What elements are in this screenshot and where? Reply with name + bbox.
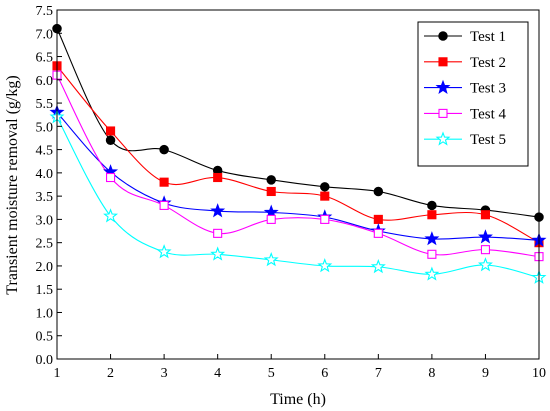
legend-box xyxy=(417,21,529,167)
data-point-test-2 xyxy=(266,186,276,197)
data-point-test-1 xyxy=(266,175,276,185)
data-point-test-3 xyxy=(477,229,493,244)
x-tick-label: 8 xyxy=(428,366,435,381)
x-tick-label: 2 xyxy=(107,366,114,381)
y-tick-label: 4.5 xyxy=(36,144,54,159)
legend-marker-test-5 xyxy=(435,131,451,146)
series-line-test-2 xyxy=(56,65,540,244)
plot-lines-layer xyxy=(56,28,540,279)
y-tick-label: 5.5 xyxy=(36,97,54,112)
data-point-test-4 xyxy=(213,228,223,238)
x-tick-label: 4 xyxy=(214,366,221,381)
data-point-test-1 xyxy=(373,186,384,197)
legend: Test 1 Test 2 Test 3 Test 4 Test 5 xyxy=(417,21,529,167)
data-point-test-5 xyxy=(370,258,386,274)
data-point-test-2 xyxy=(480,210,490,220)
data-point-test-3 xyxy=(424,231,440,246)
data-point-test-1 xyxy=(159,144,169,155)
series-line-test-3 xyxy=(56,112,540,241)
data-point-test-5 xyxy=(424,266,440,281)
x-tick-label: 9 xyxy=(482,366,489,381)
y-axis-title: Transient moisture removal (g/kg) xyxy=(4,75,21,294)
x-axis-title: Time (h) xyxy=(270,391,326,408)
data-point-test-1 xyxy=(320,182,330,192)
y-tick-label: 5.0 xyxy=(36,120,54,135)
legend-marker-test-4 xyxy=(438,108,448,118)
data-point-test-5 xyxy=(263,252,279,267)
data-point-test-3 xyxy=(210,203,226,218)
data-point-test-4 xyxy=(480,245,490,255)
series-line-test-1 xyxy=(56,28,540,218)
data-point-test-2 xyxy=(213,172,223,183)
data-point-test-4 xyxy=(427,249,437,259)
y-tick-label: 2.0 xyxy=(36,260,54,275)
y-tick-label: 2.5 xyxy=(36,237,54,252)
y-tick-label: 7.5 xyxy=(36,4,54,19)
x-tick-label: 6 xyxy=(321,366,328,381)
y-tick-label: 3.0 xyxy=(36,213,54,228)
x-axis: 1 2 3 4 5 6 7 8 9 10 xyxy=(54,354,546,381)
data-point-test-5 xyxy=(103,208,119,223)
legend-label-test-1: Test 1 xyxy=(470,29,506,45)
y-tick-label: 0.5 xyxy=(36,330,54,345)
y-tick-label: 1.5 xyxy=(36,283,54,298)
data-point-test-2 xyxy=(373,214,383,224)
data-point-test-5 xyxy=(477,257,493,272)
legend-label-test-2: Test 2 xyxy=(470,55,506,71)
data-point-test-4 xyxy=(106,172,116,183)
x-tick-label: 3 xyxy=(161,366,168,381)
legend-label-test-3: Test 3 xyxy=(470,81,506,97)
y-tick-label: 0.0 xyxy=(36,353,54,368)
y-tick-label: 3.5 xyxy=(36,190,54,205)
y-tick-label: 1.0 xyxy=(36,306,54,321)
data-point-test-4 xyxy=(373,228,383,238)
data-point-test-4 xyxy=(320,214,330,224)
legend-marker-test-1 xyxy=(438,31,448,41)
data-point-test-5 xyxy=(210,246,226,261)
legend-label-test-4: Test 4 xyxy=(470,106,507,122)
legend-marker-test-2 xyxy=(438,57,448,67)
data-point-test-2 xyxy=(427,210,437,220)
x-tick-label: 1 xyxy=(54,366,61,381)
x-tick-label: 7 xyxy=(375,366,382,381)
series-line-test-5 xyxy=(56,116,540,279)
series-line-test-4 xyxy=(56,74,540,258)
x-tick-label: 10 xyxy=(532,366,546,381)
data-point-test-2 xyxy=(159,177,169,187)
x-tick-label: 5 xyxy=(268,366,275,381)
legend-marker-test-3 xyxy=(435,79,451,94)
data-point-test-2 xyxy=(106,126,116,136)
data-point-test-2 xyxy=(320,191,330,201)
y-tick-label: 4.0 xyxy=(36,167,54,182)
data-point-test-5 xyxy=(156,244,172,259)
legend-label-test-5: Test 5 xyxy=(470,132,506,148)
plot-area-frame xyxy=(56,9,540,360)
y-tick-label: 7.0 xyxy=(36,27,54,42)
y-tick-label: 6.5 xyxy=(36,51,54,66)
data-point-test-1 xyxy=(105,135,116,146)
y-tick-label: 6.0 xyxy=(36,74,54,89)
data-point-test-1 xyxy=(427,200,437,211)
data-point-test-5 xyxy=(317,258,333,273)
data-point-test-4 xyxy=(159,200,169,210)
y-axis: 0.0 0.5 1.0 1.5 2.0 2.5 3.0 3.5 4.0 4.5 5.0 5.5 6.0 6… xyxy=(36,4,62,368)
data-point-test-4 xyxy=(266,214,276,224)
